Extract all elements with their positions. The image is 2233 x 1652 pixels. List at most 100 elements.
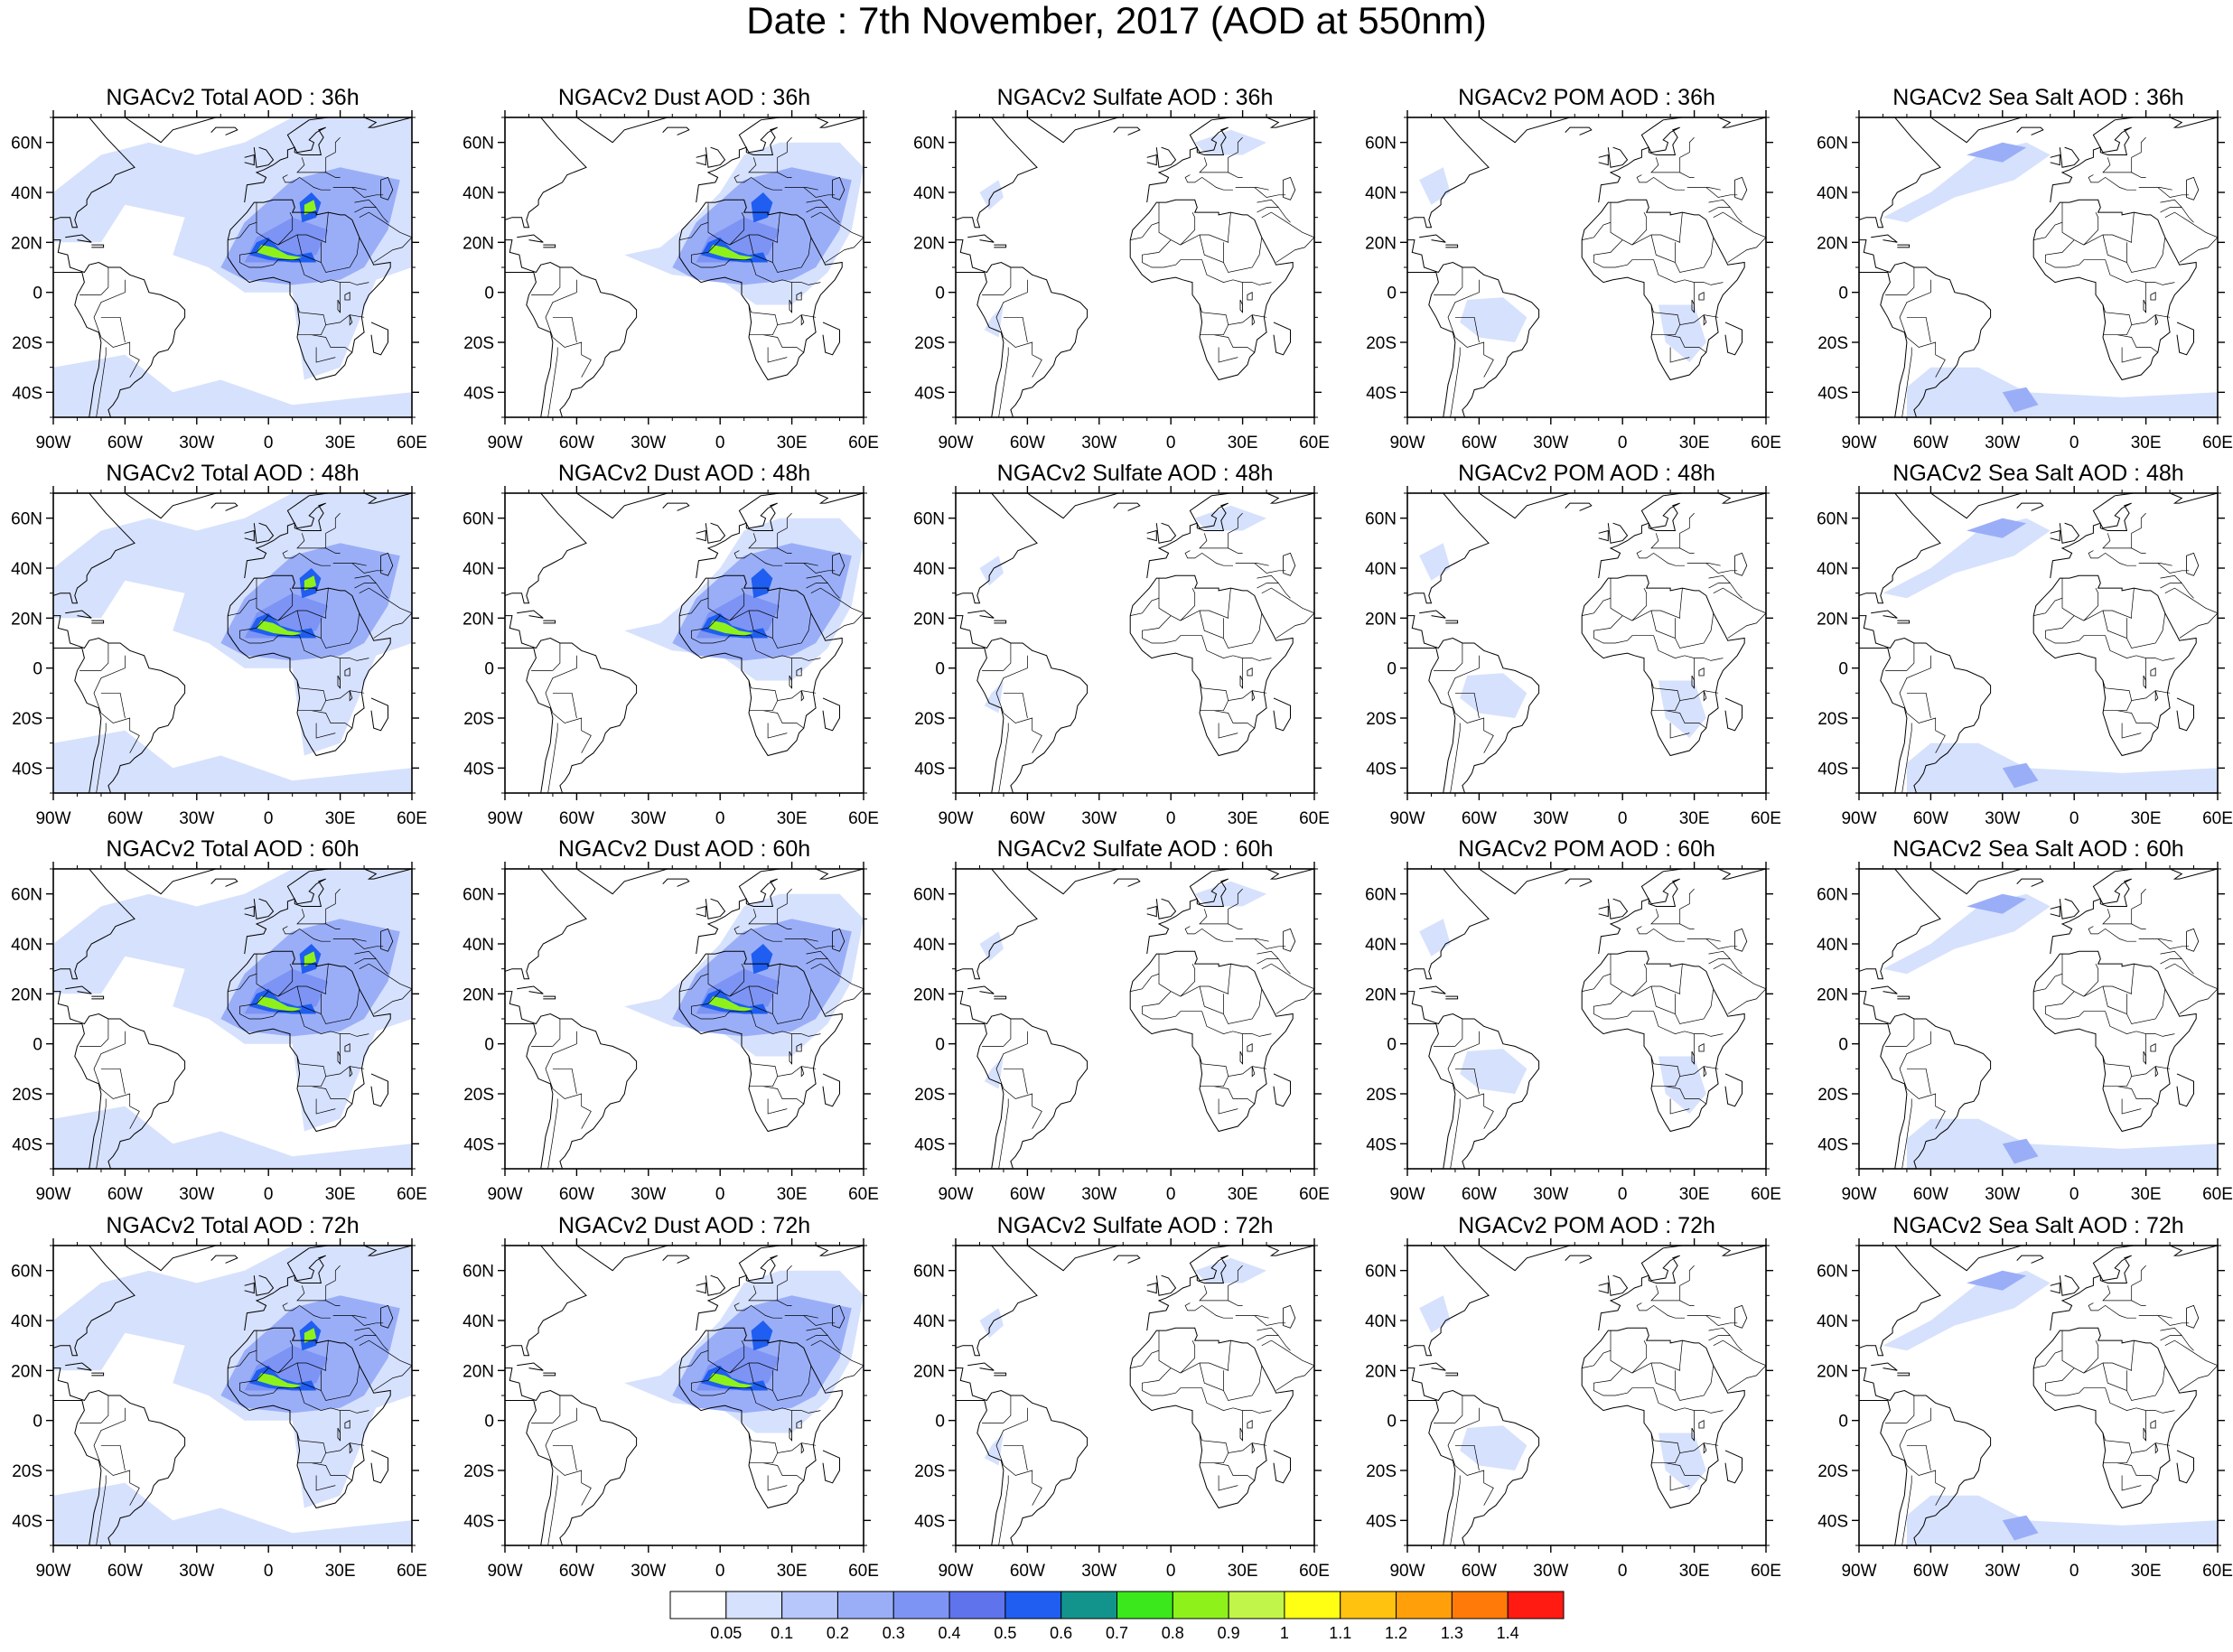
lat-tick-label: 20S bbox=[914, 334, 945, 353]
lat-tick-label: 60N bbox=[1365, 135, 1397, 154]
aod-contour bbox=[249, 612, 317, 639]
lat-tick-label: 60N bbox=[11, 1263, 42, 1282]
lon-tick-label: 30W bbox=[1985, 1185, 2020, 1204]
colorbar-label: 0.5 bbox=[994, 1624, 1016, 1642]
aod-contour bbox=[257, 1373, 303, 1388]
lat-tick-label: 60N bbox=[1817, 135, 1848, 154]
aod-field bbox=[505, 1246, 864, 1545]
aod-field bbox=[1407, 869, 1766, 1169]
aod-contour bbox=[751, 192, 773, 223]
lat-tick-label: 40N bbox=[1817, 560, 1848, 579]
lon-tick-label: 30E bbox=[1228, 434, 1258, 453]
lat-tick-label: 40N bbox=[913, 936, 945, 955]
lon-tick-label: 30W bbox=[179, 1185, 214, 1204]
aod-contour bbox=[1419, 543, 1451, 581]
lon-tick-label: 60E bbox=[848, 1185, 879, 1204]
panel-title: NGACv2 Dust AOD : 72h bbox=[557, 1213, 811, 1238]
lon-tick-label: 0 bbox=[1166, 1562, 1176, 1581]
aod-field bbox=[53, 1246, 412, 1545]
lon-tick-label: 30W bbox=[1081, 809, 1116, 828]
lon-tick-label: 30E bbox=[325, 809, 356, 828]
aod-field bbox=[956, 117, 1314, 417]
lon-tick-label: 90W bbox=[1389, 1185, 1425, 1204]
lat-tick-label: 60N bbox=[1817, 510, 1848, 529]
lon-tick-label: 60E bbox=[848, 434, 879, 453]
lat-tick-label: 20S bbox=[1817, 710, 1848, 729]
lat-tick-label: 40N bbox=[1817, 1312, 1848, 1331]
aod-contour bbox=[2002, 387, 2039, 413]
lat-tick-label: 20S bbox=[1817, 334, 1848, 353]
aod-contour bbox=[708, 621, 754, 636]
aod-field bbox=[1859, 493, 2218, 793]
lon-tick-label: 60W bbox=[1010, 1185, 1045, 1204]
map-panel: NGACv2 Dust AOD : 72h 60N 40N 20N 0 20S 40S 90W… bbox=[453, 1212, 905, 1582]
aod-contour bbox=[1883, 1270, 2051, 1351]
aod-contour bbox=[1906, 1495, 2218, 1545]
aod-contour bbox=[249, 237, 317, 263]
aod-contour bbox=[1967, 1270, 2027, 1291]
aod-field bbox=[956, 1246, 1314, 1545]
map-canvas: 60N 40N 20N 0 20S 40S 90W 60W 30W 0 30E 60E bbox=[913, 486, 1330, 828]
lon-tick-label: 0 bbox=[264, 434, 274, 453]
aod-contour bbox=[1906, 367, 2218, 417]
lat-tick-label: 40S bbox=[1817, 1135, 1848, 1154]
map-canvas: 60N 40N 20N 0 20S 40S 90W 60W 30W 0 30E 60E bbox=[1817, 1238, 2233, 1581]
lat-tick-label: 20S bbox=[1366, 1086, 1397, 1105]
aod-contour bbox=[2002, 1515, 2039, 1541]
lat-tick-label: 40S bbox=[1817, 760, 1848, 779]
lat-tick-label: 40S bbox=[463, 1512, 494, 1531]
lat-tick-label: 40S bbox=[914, 760, 945, 779]
lat-tick-label: 20N bbox=[1365, 234, 1397, 253]
lon-tick-label: 30W bbox=[1081, 1562, 1116, 1581]
lon-tick-label: 60W bbox=[107, 809, 143, 828]
lon-tick-label: 30W bbox=[1081, 434, 1116, 453]
map-canvas: 60N 40N 20N 0 20S 40S 90W 60W 30W 0 30E 60E bbox=[1365, 1238, 1781, 1581]
map-canvas: 60N 40N 20N 0 20S 40S 90W 60W 30W 0 30E 60E bbox=[1817, 862, 2233, 1204]
lon-tick-label: 60W bbox=[1462, 809, 1497, 828]
lon-tick-label: 30W bbox=[1533, 1562, 1568, 1581]
aod-contour bbox=[53, 1482, 412, 1545]
lat-tick-label: 40N bbox=[11, 184, 42, 203]
map-canvas: 60N 40N 20N 0 20S 40S 90W 60W 30W 0 30E 60E bbox=[11, 486, 427, 828]
lat-tick-label: 0 bbox=[1838, 660, 1848, 679]
map-panel: NGACv2 Sulfate AOD : 36h 60N 40N 20N 0 20S 40S… bbox=[904, 84, 1356, 454]
lat-tick-label: 40N bbox=[462, 936, 494, 955]
colorbar-swatch bbox=[1451, 1591, 1509, 1619]
aod-contour bbox=[1194, 1257, 1267, 1283]
panel-title: NGACv2 Sea Salt AOD : 36h bbox=[1892, 85, 2184, 110]
lon-tick-label: 30E bbox=[2131, 434, 2162, 453]
lon-tick-label: 60E bbox=[848, 809, 879, 828]
lon-tick-label: 90W bbox=[938, 1185, 973, 1204]
map-canvas: 60N 40N 20N 0 20S 40S 90W 60W 30W 0 30E 60E bbox=[1817, 110, 2233, 453]
lat-tick-label: 0 bbox=[33, 1036, 42, 1055]
aod-contour bbox=[701, 612, 769, 639]
lat-tick-label: 40N bbox=[1365, 560, 1397, 579]
aod-contour bbox=[1658, 1433, 1706, 1491]
lon-tick-label: 0 bbox=[1618, 1185, 1628, 1204]
lat-tick-label: 40N bbox=[1365, 184, 1397, 203]
lon-tick-label: 0 bbox=[1166, 1185, 1176, 1204]
map-canvas: 60N 40N 20N 0 20S 40S 90W 60W 30W 0 30E 60E bbox=[462, 862, 879, 1204]
map-canvas: 60N 40N 20N 0 20S 40S 90W 60W 30W 0 30E 60E bbox=[1365, 486, 1781, 828]
aod-contour bbox=[708, 996, 754, 1012]
lat-tick-label: 20N bbox=[1365, 1362, 1397, 1381]
map-canvas: 60N 40N 20N 0 20S 40S 90W 60W 30W 0 30E 60E bbox=[11, 1238, 427, 1581]
aod-contour bbox=[1419, 1295, 1451, 1333]
lon-tick-label: 30E bbox=[325, 1562, 356, 1581]
lat-tick-label: 0 bbox=[1838, 1413, 1848, 1432]
lat-tick-label: 0 bbox=[33, 660, 42, 679]
aod-contour bbox=[1194, 129, 1267, 155]
lon-tick-label: 60E bbox=[1751, 809, 1781, 828]
colorbar-swatch bbox=[1340, 1591, 1397, 1619]
lat-tick-label: 20S bbox=[1366, 334, 1397, 353]
aod-contour bbox=[257, 996, 303, 1012]
lat-tick-label: 40N bbox=[462, 184, 494, 203]
lat-tick-label: 0 bbox=[935, 1413, 945, 1432]
lat-tick-label: 0 bbox=[1387, 660, 1397, 679]
map-panel: NGACv2 POM AOD : 48h 60N 40N 20N 0 20S 40S 90W 6… bbox=[1356, 460, 1808, 830]
aod-contour bbox=[979, 1308, 1004, 1339]
lon-tick-label: 60E bbox=[2202, 434, 2233, 453]
lon-tick-label: 60W bbox=[559, 1185, 594, 1204]
lat-tick-label: 60N bbox=[11, 135, 42, 154]
lat-tick-label: 40N bbox=[1817, 184, 1848, 203]
